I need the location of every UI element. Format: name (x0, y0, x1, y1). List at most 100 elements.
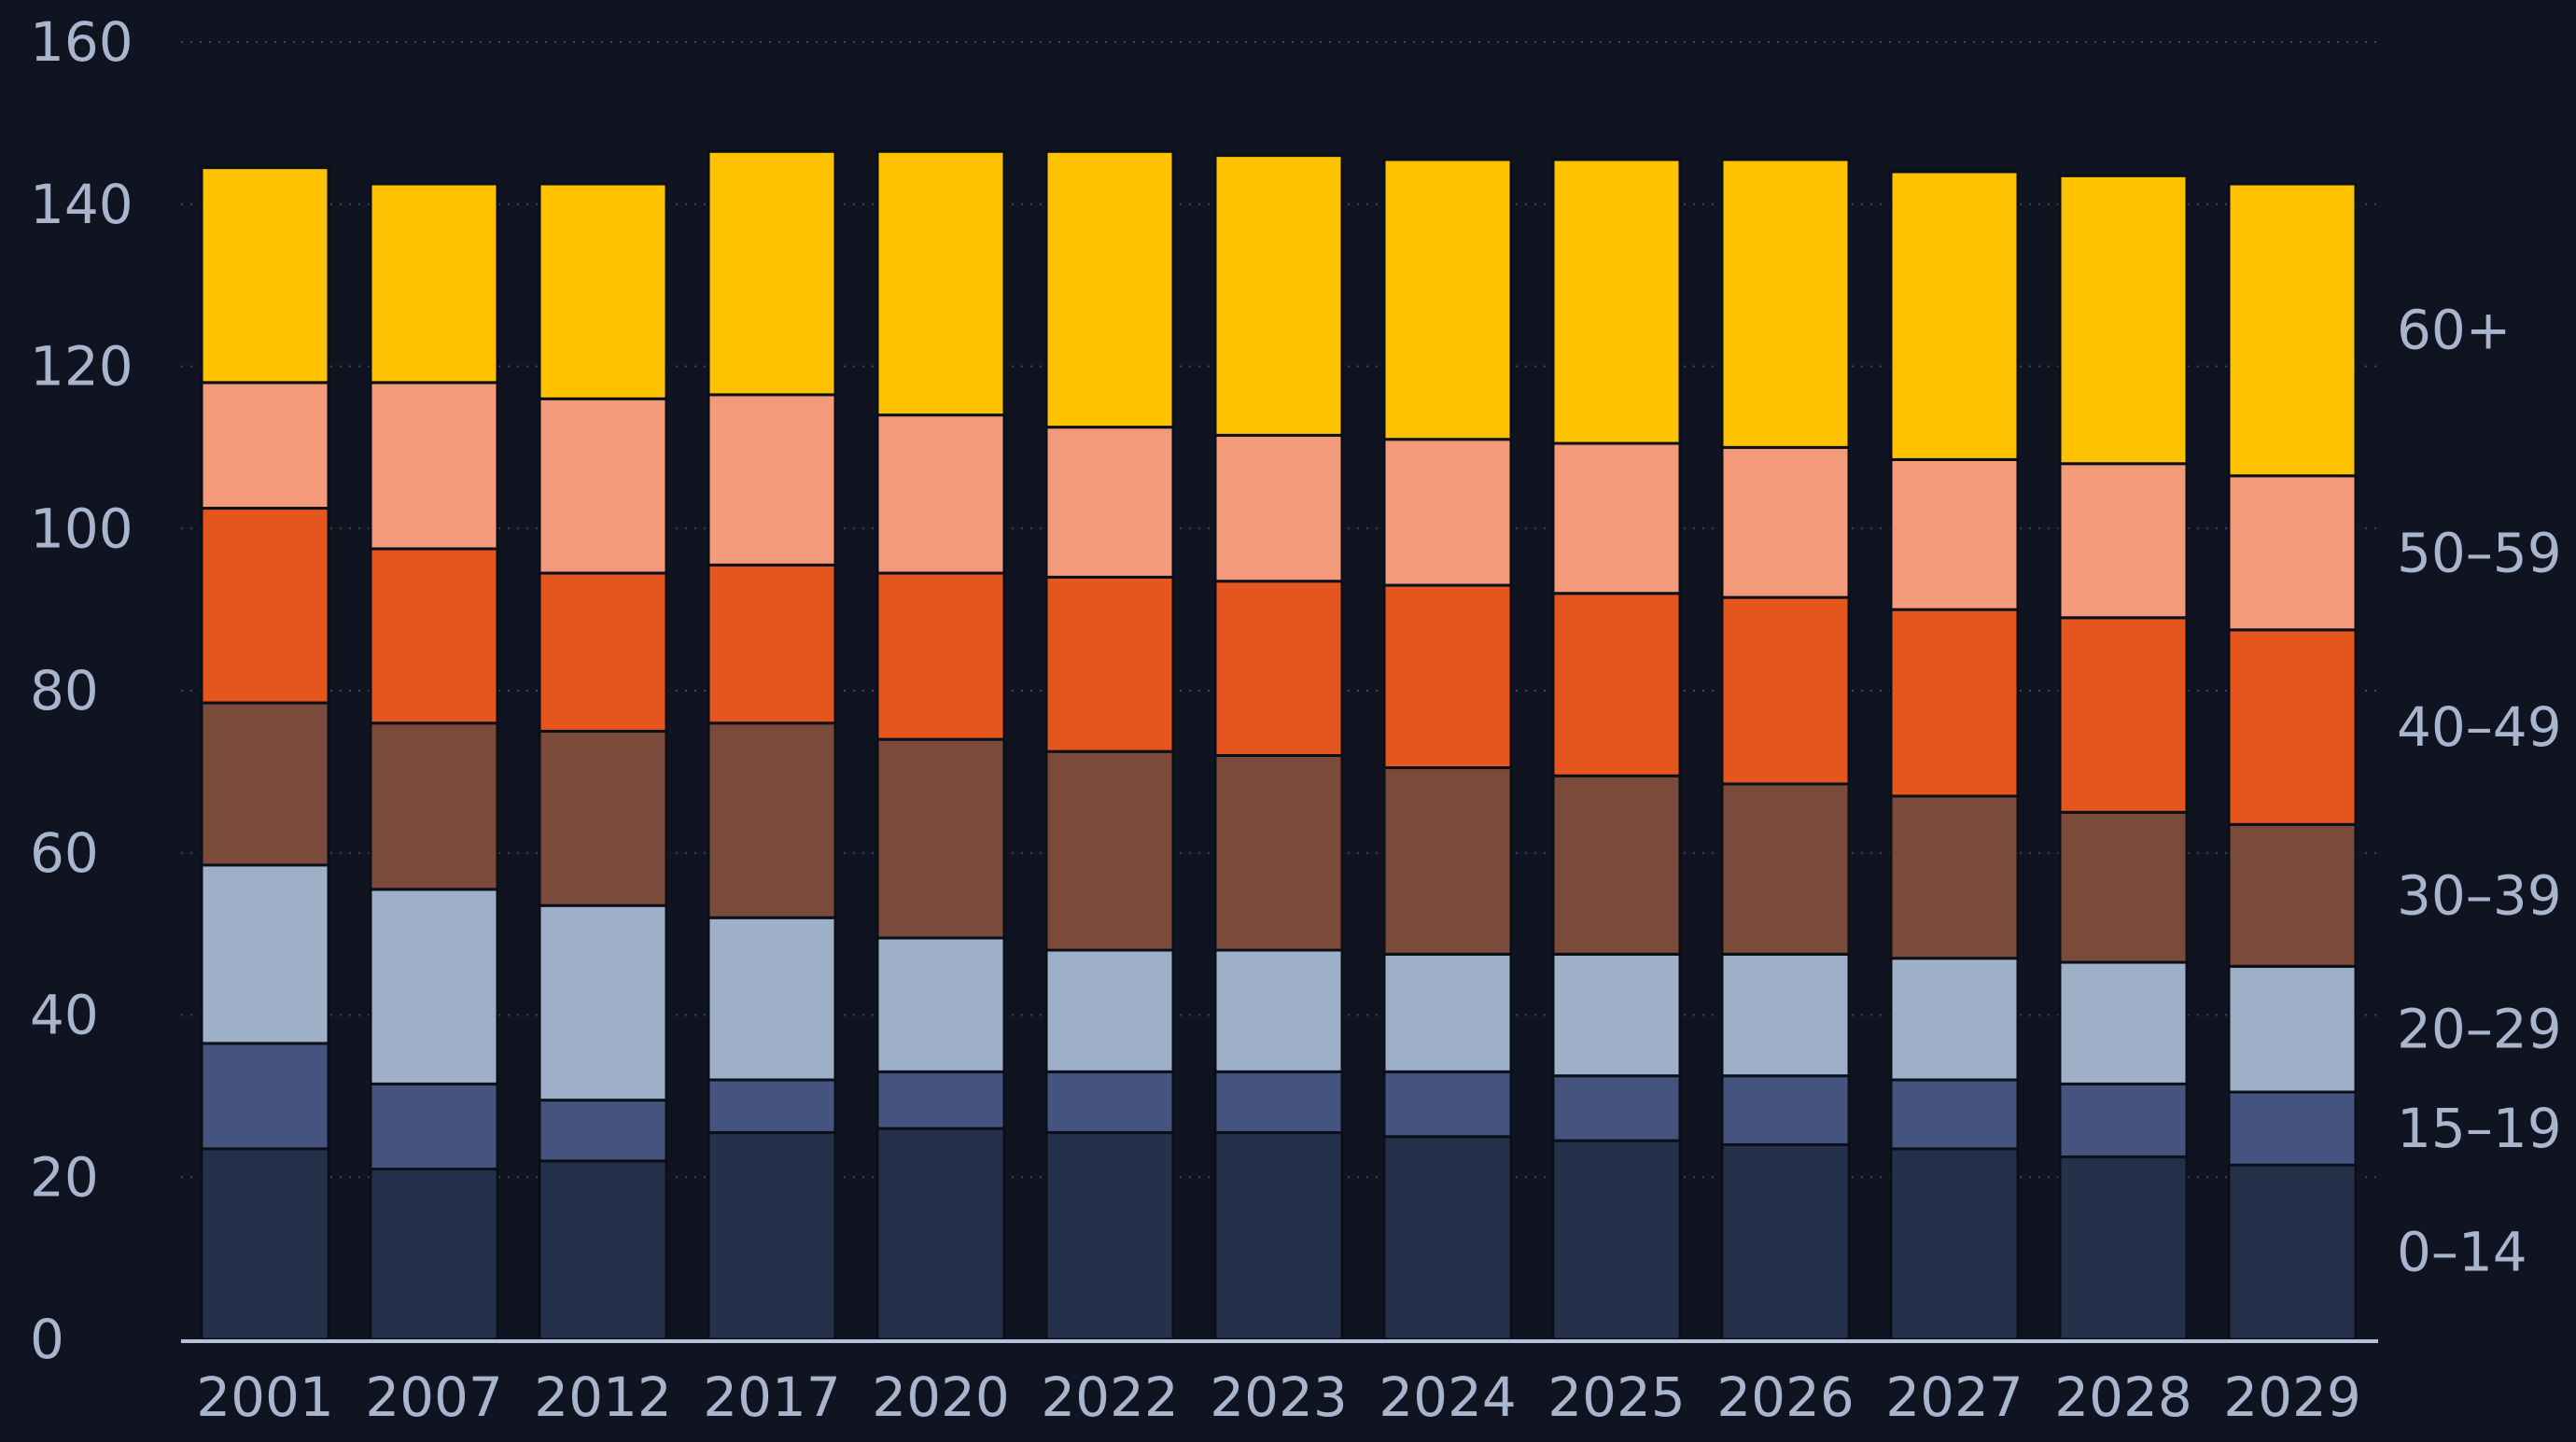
bar-segment (1720, 782, 1851, 956)
y-tick-label: 100 (30, 497, 133, 560)
x-tick-label: 2012 (534, 1365, 672, 1429)
bar-segment (1720, 1074, 1851, 1146)
bar-segment (2227, 964, 2358, 1094)
x-tick-label: 2025 (1547, 1365, 1686, 1429)
bar-segment (369, 721, 499, 891)
bar-segment (1720, 1143, 1851, 1341)
y-tick-label: 0 (30, 1308, 64, 1371)
x-tick-label: 2020 (872, 1365, 1010, 1429)
x-tick-label: 2017 (703, 1365, 841, 1429)
bar-segment (1382, 952, 1513, 1073)
legend-item-label: 15–19 (2397, 1097, 2562, 1160)
bar-segment (1551, 1074, 1682, 1142)
bar-segment (2227, 182, 2358, 478)
legend-item-label: 30–39 (2397, 863, 2562, 927)
bar-segment (707, 1078, 837, 1134)
bar-segment (1551, 592, 1682, 777)
bar-segment (2058, 616, 2189, 814)
x-tick-label: 2028 (2054, 1365, 2192, 1429)
bar-segment (2058, 1082, 2189, 1159)
bar-segment (707, 149, 837, 397)
bar-segment (1213, 948, 1344, 1073)
y-axis-ticks: 0 20 40 60 80 100 120 140 160 (30, 10, 133, 1371)
bar-segment (538, 1159, 668, 1341)
bar-segment (538, 182, 668, 400)
bar-segment (1213, 433, 1344, 583)
bar-segment (1382, 1070, 1513, 1139)
bar-segment (875, 413, 1006, 575)
bar-segment (1889, 957, 2020, 1082)
bar-segment (2058, 1155, 2189, 1341)
x-tick-label: 2027 (1885, 1365, 2023, 1429)
bar-segment (369, 381, 499, 551)
bar-segment (1382, 766, 1513, 956)
bar-segment (707, 393, 837, 567)
bar-segment (1044, 426, 1175, 579)
bar-segment (1889, 1078, 2020, 1151)
y-tick-label: 60 (30, 821, 99, 885)
legend: 0–14 15–19 20–29 30–39 40–49 50–59 60+ (2397, 298, 2562, 1283)
bar-segment (538, 1099, 668, 1163)
y-tick-label: 80 (30, 659, 99, 722)
bar-segment (1213, 1070, 1344, 1134)
bar-segment (200, 701, 330, 867)
bar-segment (1551, 952, 1682, 1078)
bars (200, 149, 2358, 1341)
bar-segment (1382, 158, 1513, 441)
bar-segment (369, 888, 499, 1085)
bar-segment (538, 397, 668, 575)
bar-segment (1213, 754, 1344, 952)
bar-segment (200, 863, 330, 1045)
bar-segment (1889, 794, 2020, 960)
x-tick-label: 2023 (1210, 1365, 1348, 1429)
bar-segment (875, 1070, 1006, 1130)
bar-segment (200, 166, 330, 385)
y-tick-label: 160 (30, 10, 133, 74)
legend-item-label: 50–59 (2397, 521, 2562, 584)
bar-segment (2058, 462, 2189, 620)
bar-segment (707, 563, 837, 725)
y-tick-label: 120 (30, 335, 133, 399)
bar-segment (1044, 948, 1175, 1073)
bar-segment (1213, 154, 1344, 437)
bar-segment (2227, 628, 2358, 826)
y-tick-label: 20 (30, 1145, 99, 1209)
bar-segment (200, 1042, 330, 1151)
bar-segment (2227, 474, 2358, 632)
bar-segment (369, 1168, 499, 1341)
legend-item-label: 60+ (2397, 298, 2511, 361)
bar-segment (1044, 575, 1175, 753)
bar-segment (875, 571, 1006, 741)
bar-segment (369, 1082, 499, 1171)
bar-segment (1551, 158, 1682, 445)
bar-segment (1213, 580, 1344, 757)
bar-segment (369, 182, 499, 385)
bar-segment (1720, 952, 1851, 1078)
legend-item-label: 40–49 (2397, 695, 2562, 759)
bar-segment (1382, 1135, 1513, 1341)
x-tick-label: 2026 (1716, 1365, 1855, 1429)
bar-segment (1551, 774, 1682, 956)
bar-segment (707, 721, 837, 919)
legend-item-label: 0–14 (2397, 1221, 2527, 1284)
bar-segment (1382, 438, 1513, 587)
legend-item-label: 20–29 (2397, 998, 2562, 1061)
bar-segment (1044, 749, 1175, 952)
bar-segment (2227, 1163, 2358, 1341)
bar-segment (2227, 822, 2358, 968)
x-tick-label: 2022 (1041, 1365, 1179, 1429)
bar-segment (200, 381, 330, 511)
bar-segment (200, 507, 330, 705)
bar-segment (1044, 149, 1175, 429)
x-tick-label: 2024 (1379, 1365, 1517, 1429)
bar-segment (200, 1147, 330, 1341)
bar-segment (875, 1127, 1006, 1341)
bar-segment (1720, 595, 1851, 786)
bar-segment (369, 547, 499, 725)
x-tick-label: 2029 (2223, 1365, 2361, 1429)
bar-segment (1382, 583, 1513, 770)
x-tick-label: 2007 (365, 1365, 503, 1429)
bar-segment (2058, 810, 2189, 964)
